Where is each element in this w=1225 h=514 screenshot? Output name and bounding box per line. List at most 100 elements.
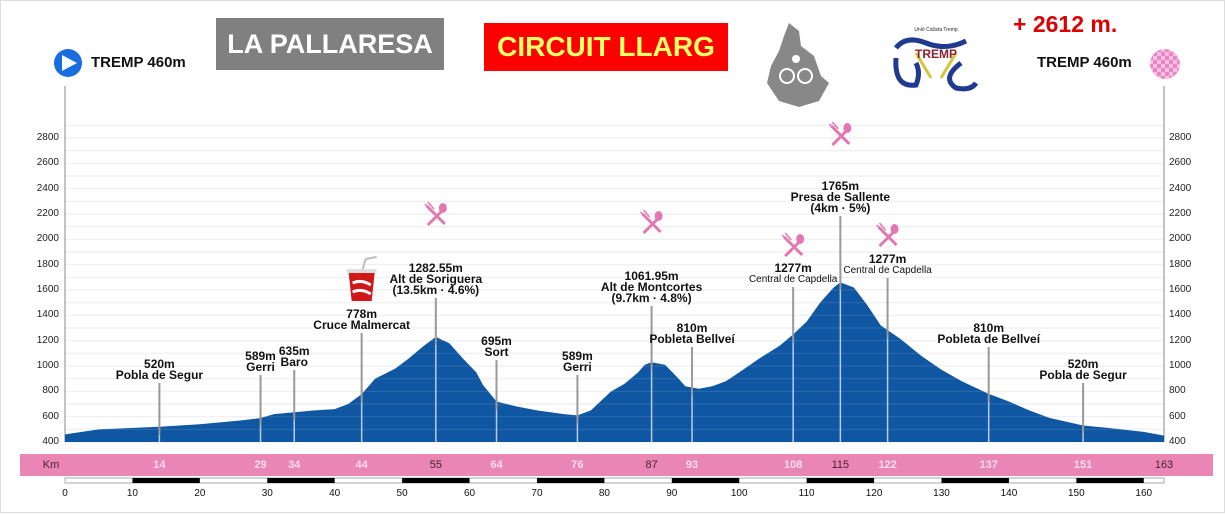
waypoint-elevation: 695m bbox=[481, 334, 512, 348]
y-tick-label: 2600 bbox=[36, 157, 59, 169]
km-bar bbox=[20, 454, 1213, 476]
waypoint-name: Central de Capdella bbox=[843, 265, 932, 276]
waypoint-name: Pobla de Segur bbox=[115, 368, 204, 382]
waypoint-elevation: 1061.95m bbox=[624, 269, 679, 283]
y-tick-label: 2400 bbox=[36, 182, 59, 194]
km-marker: 14 bbox=[153, 459, 166, 471]
x-tick-label: 150 bbox=[1068, 488, 1085, 499]
waypoint-name: Presa de Sallente bbox=[790, 190, 891, 204]
x-tick-label: 90 bbox=[666, 488, 678, 499]
distance-scale-segment bbox=[671, 478, 740, 483]
y-tick-label: 1400 bbox=[36, 309, 59, 321]
waypoint-name: Pobleta de Bellveí bbox=[937, 332, 1041, 346]
y-tick-label: 600 bbox=[1169, 410, 1186, 422]
y-tick-label: 400 bbox=[1169, 436, 1186, 447]
waypoint-elevation: 1282.55m bbox=[408, 261, 463, 275]
finish-flag-icon bbox=[1150, 49, 1180, 79]
waypoint-label: 589m Gerri bbox=[562, 349, 593, 374]
waypoint-elevation: 810m bbox=[676, 321, 708, 335]
distance-scale-segment bbox=[132, 478, 200, 483]
waypoint-label: 810m Pobleta Bellveí bbox=[649, 321, 735, 346]
km-marker: 137 bbox=[979, 459, 998, 471]
x-tick-label: 50 bbox=[396, 488, 408, 499]
start-icon bbox=[54, 49, 82, 77]
y-tick-label: 2200 bbox=[36, 207, 59, 219]
distance-scale-segment bbox=[402, 478, 470, 483]
km-marker: 64 bbox=[490, 459, 503, 471]
waypoint-elevation: 635m bbox=[278, 344, 310, 358]
waypoint-elevation: 520m bbox=[1067, 357, 1099, 371]
distance-scale-segment bbox=[536, 478, 605, 483]
y-tick-label: 2200 bbox=[1169, 207, 1192, 219]
km-marker-end: 163 bbox=[1154, 459, 1174, 471]
y-tick-label: 2600 bbox=[1169, 157, 1192, 169]
y-tick-label: 1800 bbox=[1169, 258, 1192, 270]
km-marker: 122 bbox=[878, 459, 897, 471]
km-marker: 108 bbox=[783, 459, 803, 471]
y-tick-label: 800 bbox=[42, 385, 59, 397]
waypoint-elevation: 1765m bbox=[821, 179, 860, 193]
km-marker: 44 bbox=[355, 459, 368, 471]
km-marker: 55 bbox=[429, 459, 442, 471]
y-tick-label: 1600 bbox=[36, 283, 59, 295]
x-tick-label: 80 bbox=[598, 488, 610, 499]
cyclist-logo bbox=[767, 23, 829, 107]
y-tick-label: 1000 bbox=[1169, 359, 1192, 371]
x-tick-label: 100 bbox=[730, 488, 748, 499]
route-subtitle: CIRCUIT LLARG bbox=[484, 23, 728, 71]
waypoint-elevation: 1277m bbox=[774, 261, 812, 275]
waypoint-climb: (13.5km · 4.6%) bbox=[392, 283, 480, 297]
y-tick-label: 1200 bbox=[1169, 334, 1192, 346]
waypoint-name: Cruce Malmercat bbox=[313, 318, 411, 332]
waypoint-climb: (4km · 5%) bbox=[810, 201, 871, 215]
x-tick-label: 120 bbox=[865, 488, 883, 499]
waypoint-name: Gerri bbox=[563, 360, 592, 374]
distance-scale-segment bbox=[806, 478, 875, 483]
km-marker: 93 bbox=[685, 459, 699, 471]
waypoint-name: Pobla de Segur bbox=[1039, 368, 1127, 382]
waypoint-label: 1277m Central de Capdella bbox=[748, 261, 838, 285]
waypoint-elevation: 589m bbox=[562, 349, 593, 363]
waypoint-label: 1061.95m Alt de Montcortes (9.7km · 4.8%) bbox=[601, 269, 702, 305]
waypoint-elevation: 1277m bbox=[868, 252, 907, 266]
y-tick-label: 1000 bbox=[36, 359, 59, 371]
y-tick-label: 2800 bbox=[1169, 131, 1192, 143]
y-tick-label: 1800 bbox=[36, 258, 59, 270]
x-tick-label: 110 bbox=[798, 488, 815, 499]
x-tick-label: 130 bbox=[933, 488, 950, 499]
waypoint-label: 520m Pobla de Segur bbox=[1039, 357, 1127, 382]
y-tick-label: 2400 bbox=[1169, 182, 1192, 194]
y-tick-label: 2800 bbox=[36, 131, 59, 143]
x-tick-label: 20 bbox=[194, 488, 206, 499]
y-tick-label: 600 bbox=[42, 410, 59, 422]
waypoint-name: Gerri bbox=[246, 360, 275, 374]
distance-scale-segment bbox=[1076, 478, 1144, 483]
km-marker: 151 bbox=[1073, 459, 1093, 471]
food-icon bbox=[640, 209, 663, 235]
food-icon bbox=[876, 222, 899, 248]
km-marker: 76 bbox=[571, 459, 584, 471]
waypoint-label: 778m Cruce Malmercat bbox=[313, 308, 411, 332]
waypoint-label: 1765m Presa de Sallente (4km · 5%) bbox=[790, 179, 891, 215]
x-tick-label: 0 bbox=[62, 488, 68, 499]
x-tick-label: 70 bbox=[531, 488, 543, 499]
elevation-gain: + 2612 m. bbox=[1013, 11, 1118, 37]
waypoint-name: Sort bbox=[484, 345, 509, 359]
waypoint-climb: (9.7km · 4.8%) bbox=[611, 291, 692, 305]
x-tick-label: 40 bbox=[329, 488, 341, 499]
y-tick-label: 400 bbox=[42, 436, 59, 447]
y-tick-label: 2000 bbox=[1169, 233, 1192, 245]
waypoint-label: 635m Baro bbox=[278, 344, 310, 368]
club-logo: Unió Ciclista Tremp TREMP bbox=[893, 27, 979, 92]
waypoint-label: 1282.55m Alt de Soriguera (13.5km · 4.6%) bbox=[389, 261, 482, 297]
distance-scale-segment bbox=[941, 478, 1009, 483]
y-tick-label: 1400 bbox=[1169, 309, 1192, 321]
food-icon bbox=[828, 121, 852, 147]
waypoint-name: Pobleta Bellveí bbox=[649, 332, 735, 346]
elevation-profile bbox=[65, 282, 1164, 442]
waypoint-label: 589m Gerri bbox=[245, 350, 276, 374]
waypoint-label: 520m Pobla de Segur bbox=[115, 358, 204, 382]
finish-label: TREMP 460m bbox=[1037, 54, 1132, 71]
waypoint-name: Central de Capdella bbox=[748, 274, 838, 285]
km-marker: 34 bbox=[288, 459, 301, 471]
